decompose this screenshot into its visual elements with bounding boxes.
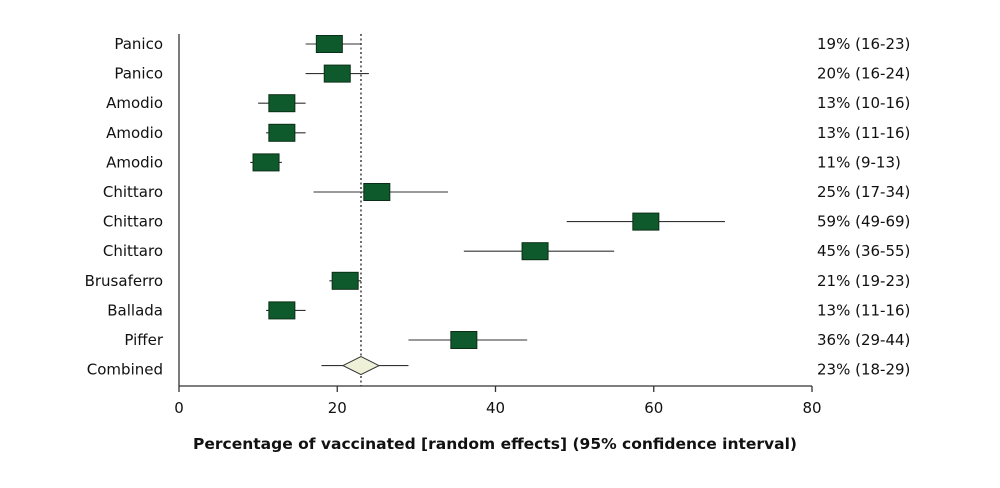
study-label: Amodio bbox=[106, 94, 163, 112]
study-label: Brusaferro bbox=[85, 272, 163, 290]
x-tick-label: 40 bbox=[486, 399, 505, 417]
x-tick-label: 80 bbox=[802, 399, 821, 417]
estimate-box bbox=[363, 183, 391, 201]
estimate-label: 59% (49-69) bbox=[817, 213, 910, 231]
estimate-box bbox=[632, 212, 660, 231]
plot-area: 0 20 40 60 80 Panico 19% (16-23) Panico 20% (16-… bbox=[85, 34, 910, 417]
estimate-label: 36% (29-44) bbox=[817, 331, 910, 349]
study-label: Chittaro bbox=[103, 213, 163, 231]
estimate-label: 11% (9-13) bbox=[817, 153, 901, 171]
estimate-box bbox=[268, 94, 296, 113]
estimate-label: 13% (11-16) bbox=[817, 301, 910, 319]
estimate-box bbox=[268, 123, 296, 142]
combined-estimate-label: 23% (18-29) bbox=[817, 361, 910, 379]
estimate-label: 13% (11-16) bbox=[817, 124, 910, 142]
x-axis-title: Percentage of vaccinated [random effects… bbox=[193, 435, 797, 453]
x-tick-label: 20 bbox=[328, 399, 347, 417]
combined-label: Combined bbox=[87, 361, 163, 379]
estimate-label: 19% (16-23) bbox=[817, 35, 910, 53]
study-label: Amodio bbox=[106, 153, 163, 171]
study-label: Amodio bbox=[106, 124, 163, 142]
estimate-box bbox=[331, 271, 359, 290]
estimate-label: 21% (19-23) bbox=[817, 272, 910, 290]
x-tick-label: 60 bbox=[644, 399, 663, 417]
x-tick-label: 0 bbox=[174, 399, 184, 417]
study-label: Chittaro bbox=[103, 183, 163, 201]
estimate-box bbox=[252, 153, 280, 172]
estimate-box bbox=[450, 331, 478, 349]
estimate-label: 20% (16-24) bbox=[817, 65, 910, 83]
estimate-box bbox=[323, 64, 351, 83]
study-label: Panico bbox=[114, 35, 163, 53]
study-label: Ballada bbox=[107, 301, 163, 319]
estimate-box bbox=[268, 301, 296, 320]
study-label: Panico bbox=[114, 65, 163, 83]
estimate-label: 13% (10-16) bbox=[817, 94, 910, 112]
estimate-box bbox=[315, 35, 343, 53]
estimate-label: 45% (36-55) bbox=[817, 242, 910, 260]
study-label: Chittaro bbox=[103, 242, 163, 260]
study-label: Piffer bbox=[124, 331, 163, 349]
estimate-label: 25% (17-34) bbox=[817, 183, 910, 201]
combined-diamond bbox=[341, 356, 381, 376]
estimate-box bbox=[521, 242, 549, 261]
